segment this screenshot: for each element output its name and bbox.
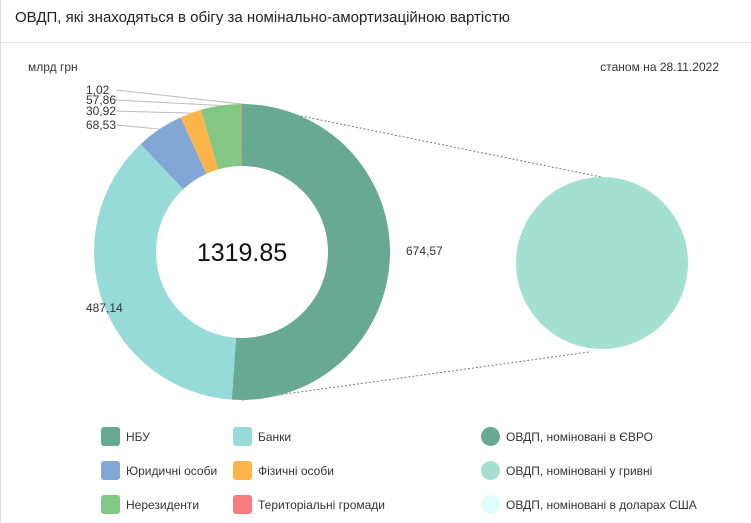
leader-line: [115, 124, 160, 130]
donut-slice: [180, 109, 219, 174]
legend-swatch: [233, 461, 252, 480]
chart-title: ОВДП, які знаходяться в обігу за номінал…: [15, 9, 510, 26]
donut-slice: [231, 104, 391, 400]
legend-swatch: [101, 427, 120, 446]
data-label: 674,57: [406, 244, 443, 258]
legend-label: Територіальні громади: [258, 497, 385, 512]
data-label: 57,86: [86, 93, 116, 107]
legend-item[interactable]: Нерезиденти: [101, 495, 199, 514]
legend-item[interactable]: ОВДП, номіновані в ЄВРО: [481, 427, 653, 446]
connector-line: [241, 103, 607, 179]
legend-swatch: [101, 461, 120, 480]
legend-item[interactable]: Банки: [233, 427, 291, 446]
donut-slice: [201, 104, 242, 170]
legend-item[interactable]: ОВДП, номіновані в доларах США: [481, 495, 697, 514]
legend-swatch: [481, 427, 500, 446]
legend-label: ОВДП, номіновані в ЄВРО: [506, 429, 653, 444]
legend-label: Банки: [258, 429, 292, 444]
legend-label: НБУ: [126, 429, 150, 444]
leader-line: [115, 89, 242, 105]
legend-item[interactable]: Територіальні громади: [233, 495, 385, 514]
divider: [1, 42, 751, 43]
legend-swatch: [481, 461, 500, 480]
legend-item[interactable]: НБУ: [101, 427, 150, 446]
legend-item[interactable]: ОВДП, номіновані у гривні: [481, 461, 652, 480]
data-label: 487,14: [86, 301, 123, 315]
legend-swatch: [481, 495, 500, 514]
legend-label: ОВДП, номіновані в доларах США: [506, 497, 697, 512]
legend-label: Нерезиденти: [126, 497, 200, 512]
secondary-pie: [516, 177, 688, 349]
data-label: 1,02: [86, 83, 110, 97]
legend-swatch: [233, 427, 252, 446]
legend-item[interactable]: Фізичні особи: [233, 461, 334, 480]
leader-line: [115, 110, 191, 114]
legend-label: Фізичні особи: [258, 463, 334, 478]
legend-label: ОВДП, номіновані у гривні: [506, 463, 653, 478]
legend-swatch: [233, 495, 252, 514]
unit-label: млрд грн: [28, 60, 78, 74]
leader-line: [115, 99, 221, 107]
total-label: 1319.85: [197, 239, 287, 267]
legend-swatch: [101, 495, 120, 514]
legend-item[interactable]: Юридичні особи: [101, 461, 217, 480]
data-label: 30,92: [86, 104, 116, 118]
donut-slice: [94, 144, 237, 400]
donut-slice: [241, 104, 242, 167]
data-label: 68,53: [86, 118, 116, 132]
legend-label: Юридичні особи: [126, 463, 218, 478]
date-label: станом на 28.11.2022: [600, 60, 719, 74]
donut-slice: [140, 117, 207, 190]
